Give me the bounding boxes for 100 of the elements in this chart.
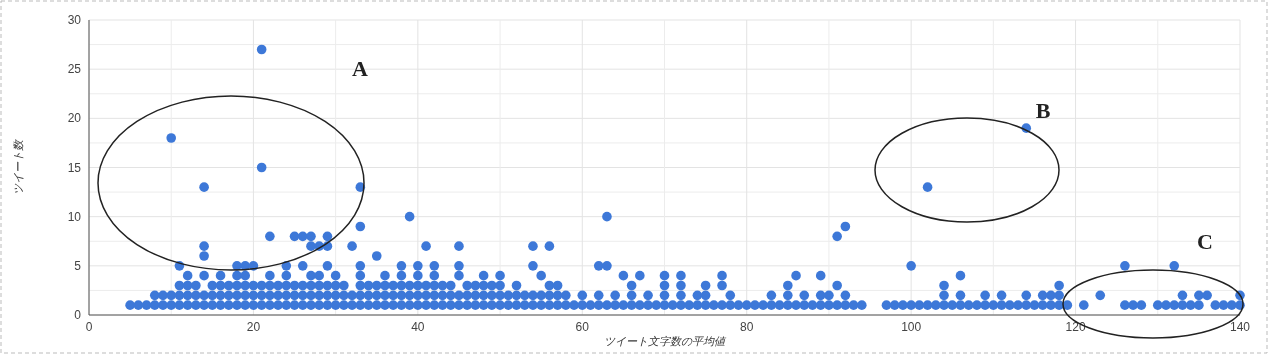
point	[380, 280, 390, 291]
point	[528, 261, 538, 271]
y-tick-label: 15	[67, 160, 82, 175]
point	[306, 231, 316, 242]
point	[289, 231, 300, 242]
point	[240, 270, 251, 281]
point	[495, 280, 505, 291]
point	[322, 261, 333, 271]
point	[306, 280, 316, 291]
point	[240, 280, 251, 291]
point	[544, 241, 555, 251]
point	[454, 270, 464, 281]
point	[166, 133, 177, 143]
y-tick-label: 0	[74, 308, 82, 322]
point	[347, 241, 357, 251]
x-tick-label: 0	[85, 320, 93, 334]
point	[281, 270, 292, 281]
point	[396, 261, 407, 271]
annotation: C	[1197, 229, 1213, 254]
point	[355, 261, 366, 271]
point	[232, 270, 242, 281]
point	[199, 241, 209, 251]
point	[462, 280, 472, 291]
point	[281, 280, 292, 291]
y-tick-label: 10	[67, 209, 82, 224]
y-tick-label: 5	[74, 258, 82, 273]
point	[388, 280, 398, 291]
x-tick-label: 60	[575, 320, 590, 334]
x-tick-label: 140	[1229, 320, 1251, 334]
point	[659, 280, 670, 291]
point	[413, 261, 423, 271]
point	[791, 270, 801, 281]
annotation: B	[1035, 98, 1051, 123]
x-tick-label: 80	[740, 320, 754, 334]
point	[355, 221, 366, 232]
point	[454, 261, 464, 271]
point	[552, 280, 563, 291]
point	[355, 270, 366, 281]
point	[815, 270, 826, 281]
point	[832, 280, 842, 291]
point	[717, 280, 727, 291]
point	[717, 270, 727, 281]
point	[478, 280, 489, 291]
x-tick-label: 100	[901, 320, 922, 334]
point	[536, 270, 546, 281]
x-tick-label: 20	[246, 320, 261, 334]
point	[404, 211, 415, 222]
point	[339, 280, 349, 291]
point	[421, 280, 431, 291]
point	[676, 270, 686, 281]
x-tick-label: 40	[411, 320, 425, 334]
point	[939, 280, 949, 291]
point	[314, 280, 324, 291]
point	[429, 261, 440, 271]
point	[511, 280, 522, 291]
y-tick-label: 20	[67, 111, 82, 126]
point	[1054, 280, 1064, 291]
point	[429, 270, 440, 281]
point	[528, 241, 538, 251]
y-tick-label: 30	[67, 13, 82, 27]
x-axis-title: ツイート文字数の平均値	[604, 335, 727, 347]
point	[783, 280, 793, 291]
point	[306, 241, 316, 251]
point	[199, 251, 209, 261]
point	[421, 241, 431, 251]
annotation: A	[352, 56, 369, 81]
point	[478, 270, 489, 281]
point	[191, 280, 201, 291]
point	[445, 280, 456, 291]
point	[322, 231, 333, 242]
point	[700, 280, 711, 291]
point	[199, 182, 209, 192]
point	[297, 261, 308, 271]
point	[454, 241, 464, 251]
point	[371, 251, 382, 261]
point	[429, 280, 440, 291]
point	[495, 270, 505, 281]
point	[1169, 261, 1180, 271]
point	[265, 270, 275, 281]
point	[618, 270, 629, 281]
point	[355, 280, 366, 291]
point	[1120, 261, 1130, 271]
point	[330, 270, 341, 281]
point	[314, 270, 324, 281]
point	[659, 270, 670, 281]
point	[602, 211, 612, 222]
point	[413, 270, 423, 281]
point	[635, 270, 645, 281]
point	[602, 261, 612, 271]
point	[273, 280, 283, 291]
point	[256, 162, 267, 173]
point	[265, 231, 275, 242]
point	[955, 270, 966, 281]
point	[906, 261, 916, 271]
point	[199, 270, 209, 281]
x-tick-label: 120	[1065, 320, 1086, 334]
point	[215, 270, 226, 281]
point	[182, 270, 193, 281]
point	[256, 44, 267, 55]
point	[840, 221, 851, 232]
